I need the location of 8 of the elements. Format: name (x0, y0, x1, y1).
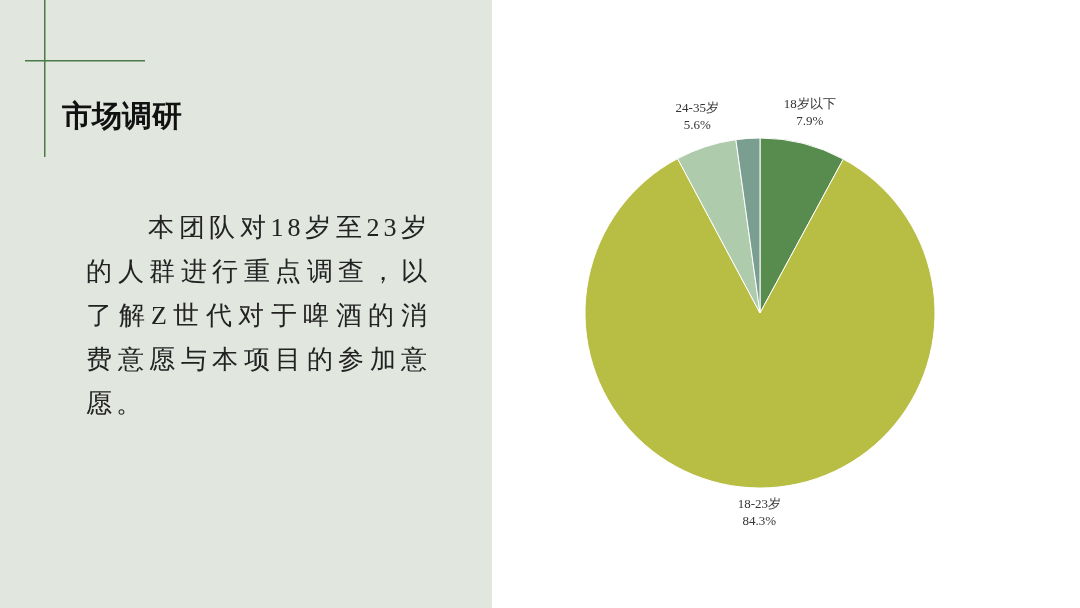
text: 本团队对18岁至23岁的人群进行重点调查，以了解Z世代对于啤酒的消费意愿与本项目的参加意愿。 (86, 212, 431, 420)
slice-label: 24-35岁 (675, 99, 719, 115)
data-label: 5.6% (683, 116, 711, 132)
data-label: 7.9% (796, 113, 824, 129)
slice-label: 18岁以下 (783, 96, 836, 112)
text: 市场调研 (62, 98, 182, 134)
slice-label: 18-23岁 (737, 496, 782, 511)
data-label: 84.3% (742, 513, 777, 528)
